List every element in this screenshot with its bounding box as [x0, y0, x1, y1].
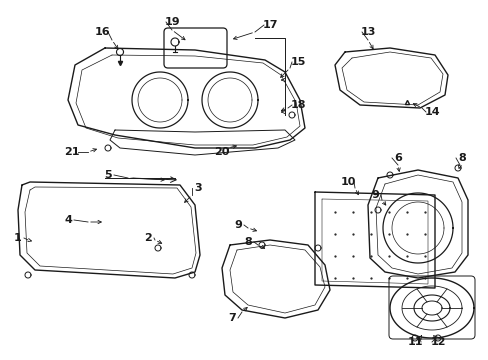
Text: 9: 9	[370, 190, 378, 200]
Text: 18: 18	[290, 100, 305, 110]
Text: 12: 12	[429, 337, 445, 347]
Text: 1: 1	[14, 233, 22, 243]
Text: 21: 21	[64, 147, 80, 157]
Text: 4: 4	[64, 215, 72, 225]
Text: 5: 5	[104, 170, 112, 180]
Text: 13: 13	[360, 27, 375, 37]
Text: 19: 19	[164, 17, 180, 27]
Text: 17: 17	[262, 20, 277, 30]
Text: 6: 6	[393, 153, 401, 163]
Text: 11: 11	[407, 337, 422, 347]
Text: 9: 9	[234, 220, 242, 230]
Text: 7: 7	[228, 313, 235, 323]
Text: 16: 16	[94, 27, 110, 37]
Text: 10: 10	[340, 177, 355, 187]
Text: 3: 3	[194, 183, 202, 193]
Text: 8: 8	[244, 237, 251, 247]
Text: 20: 20	[214, 147, 229, 157]
Text: 2: 2	[144, 233, 152, 243]
Text: 8: 8	[457, 153, 465, 163]
Text: 14: 14	[423, 107, 439, 117]
Text: 15: 15	[290, 57, 305, 67]
